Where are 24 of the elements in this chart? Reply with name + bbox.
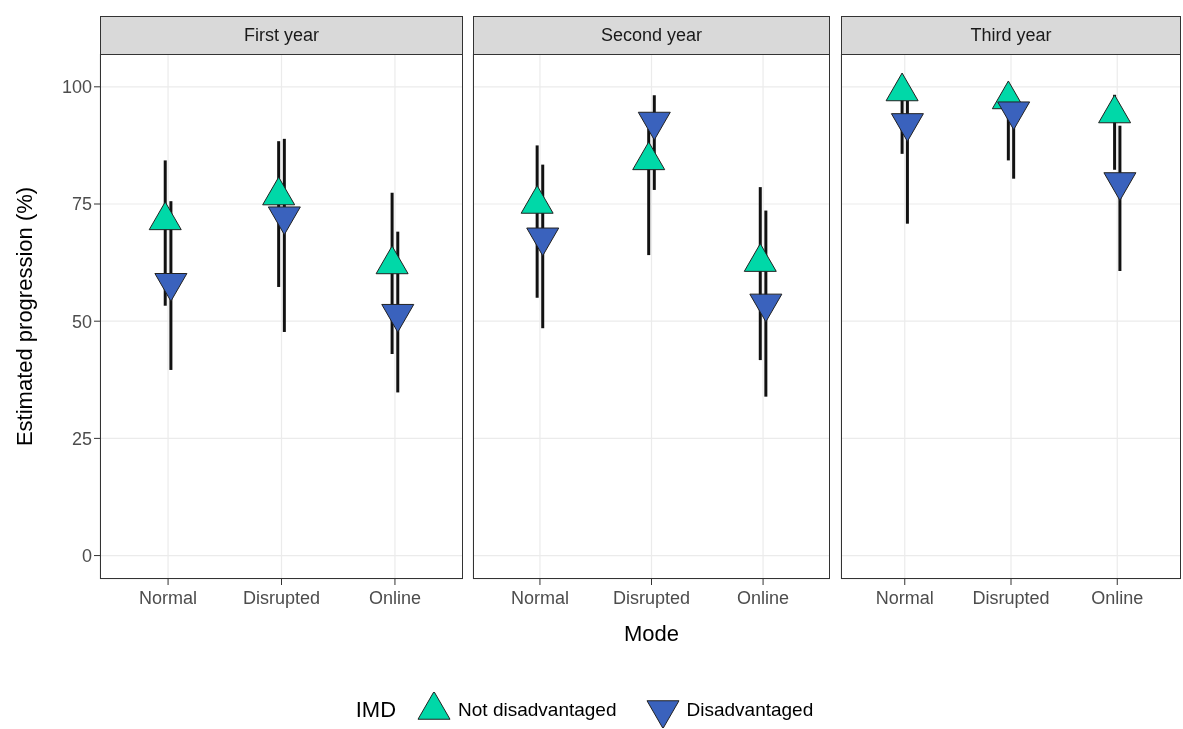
- chart-title: Third year: [970, 25, 1052, 46]
- x-tick-label: Online: [1091, 587, 1144, 608]
- chart-title: First year: [243, 25, 319, 46]
- x-tick-label: Online: [737, 587, 790, 608]
- x-tick-label: Normal: [875, 587, 934, 608]
- chart-title: Second year: [600, 25, 703, 46]
- x-tick-label: Disrupted: [612, 587, 691, 608]
- legend-label: Disadvantaged: [686, 699, 814, 721]
- y-tick-label: 50: [71, 311, 92, 332]
- legend-title: IMD: [355, 697, 397, 723]
- y-tick-label: 75: [71, 194, 92, 215]
- x-axis-title: Mode: [623, 621, 680, 646]
- x-tick-label: Disrupted: [972, 587, 1050, 608]
- legend-label: Not disadvantaged: [458, 699, 617, 721]
- x-tick-label: Normal: [139, 587, 198, 608]
- y-axis-title: Estimated progression (%): [11, 186, 37, 447]
- x-tick-label: Online: [368, 587, 421, 608]
- y-tick-label: 0: [81, 545, 92, 566]
- x-tick-label: Normal: [510, 587, 569, 608]
- y-tick-label: 100: [61, 77, 92, 98]
- point: [1098, 94, 1132, 124]
- point: [885, 72, 919, 102]
- y-tick-label: 25: [71, 428, 92, 449]
- x-tick-label: Disrupted: [242, 587, 321, 608]
